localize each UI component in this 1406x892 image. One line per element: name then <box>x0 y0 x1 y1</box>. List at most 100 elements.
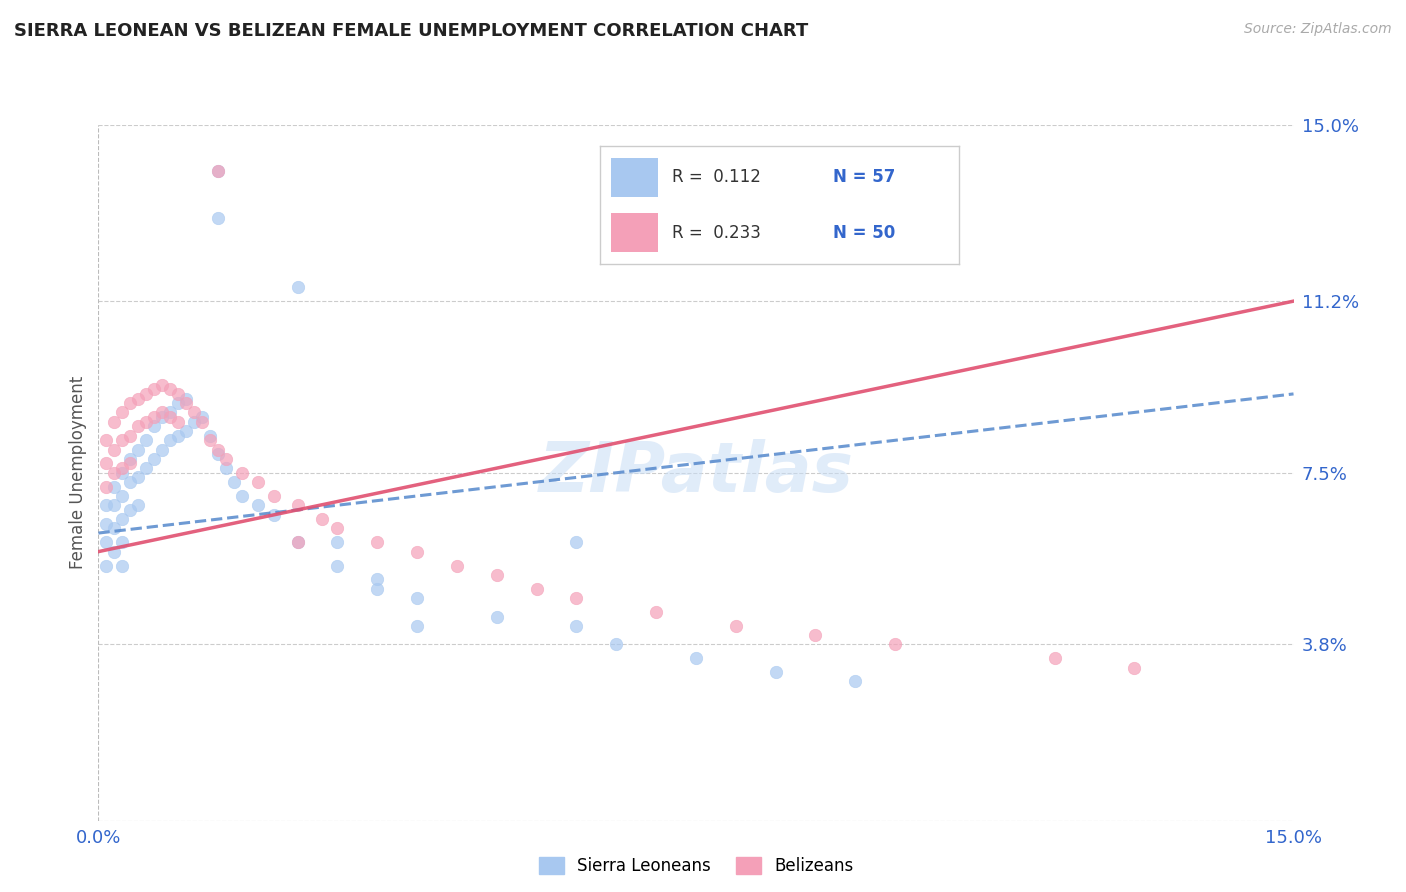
Point <box>406 619 429 633</box>
Point <box>150 405 173 419</box>
Point <box>159 434 181 448</box>
Point <box>127 470 149 484</box>
Point <box>96 457 118 471</box>
Text: N = 57: N = 57 <box>834 168 896 186</box>
Point <box>222 475 245 489</box>
Point <box>96 434 118 448</box>
Point <box>167 396 190 410</box>
Point <box>565 619 588 633</box>
Point <box>844 674 866 689</box>
Point <box>215 461 238 475</box>
Point <box>366 535 388 549</box>
Point <box>103 498 125 512</box>
Point <box>406 591 429 605</box>
Point <box>111 512 134 526</box>
Point <box>150 442 173 457</box>
Point <box>96 498 118 512</box>
Point <box>406 544 429 558</box>
Point <box>159 382 181 396</box>
Point <box>287 280 309 294</box>
Point <box>135 461 157 475</box>
Point <box>96 535 118 549</box>
Point <box>127 419 149 434</box>
Point <box>246 475 269 489</box>
Point <box>167 387 190 401</box>
Point <box>207 164 229 178</box>
Point <box>207 164 229 178</box>
Point <box>231 466 253 480</box>
Point <box>96 558 118 573</box>
Point <box>111 461 134 475</box>
Point <box>111 489 134 503</box>
Point <box>127 442 149 457</box>
Point <box>167 415 190 429</box>
Text: Source: ZipAtlas.com: Source: ZipAtlas.com <box>1244 22 1392 37</box>
Point <box>150 377 173 392</box>
Point <box>103 442 125 457</box>
Point <box>446 558 468 573</box>
Point <box>150 410 173 425</box>
Point <box>326 535 349 549</box>
Text: R =  0.112: R = 0.112 <box>672 168 761 186</box>
Point <box>127 498 149 512</box>
Bar <box>612 158 658 196</box>
Point <box>191 410 214 425</box>
Point <box>159 405 181 419</box>
Point <box>207 442 229 457</box>
Point <box>804 628 827 642</box>
Point <box>135 415 157 429</box>
Text: N = 50: N = 50 <box>834 224 896 242</box>
Point <box>485 567 508 582</box>
Point <box>526 582 548 596</box>
Point <box>111 434 134 448</box>
Point <box>96 480 118 494</box>
Point <box>231 489 253 503</box>
Point <box>120 475 142 489</box>
Point <box>174 396 197 410</box>
Point <box>167 428 190 442</box>
Point <box>366 573 388 587</box>
Point <box>207 211 229 225</box>
Point <box>1043 651 1066 665</box>
Point <box>191 415 214 429</box>
Point <box>96 516 118 531</box>
Point <box>120 451 142 466</box>
Point <box>263 489 285 503</box>
Point <box>143 382 166 396</box>
Point <box>565 591 588 605</box>
Point <box>120 457 142 471</box>
Point <box>724 619 747 633</box>
Bar <box>612 213 658 252</box>
Point <box>120 396 142 410</box>
Text: R =  0.233: R = 0.233 <box>672 224 761 242</box>
Point <box>884 637 907 651</box>
Point <box>135 434 157 448</box>
Point <box>198 428 221 442</box>
Point <box>143 419 166 434</box>
Point <box>287 498 309 512</box>
Point <box>326 521 349 535</box>
Point <box>120 503 142 517</box>
Point <box>111 405 134 419</box>
Legend: Sierra Leoneans, Belizeans: Sierra Leoneans, Belizeans <box>531 850 860 882</box>
Point <box>263 508 285 522</box>
Point <box>111 535 134 549</box>
Point <box>246 498 269 512</box>
Point <box>174 392 197 406</box>
Point <box>215 451 238 466</box>
Point <box>103 521 125 535</box>
Point <box>103 415 125 429</box>
Point <box>143 410 166 425</box>
Point <box>103 480 125 494</box>
Point <box>645 605 668 619</box>
Point <box>207 447 229 461</box>
Point <box>1123 660 1146 674</box>
Point <box>366 582 388 596</box>
Point <box>565 535 588 549</box>
Point <box>326 558 349 573</box>
Point <box>198 434 221 448</box>
Point <box>111 558 134 573</box>
Point <box>143 451 166 466</box>
Point <box>103 544 125 558</box>
Point <box>159 410 181 425</box>
